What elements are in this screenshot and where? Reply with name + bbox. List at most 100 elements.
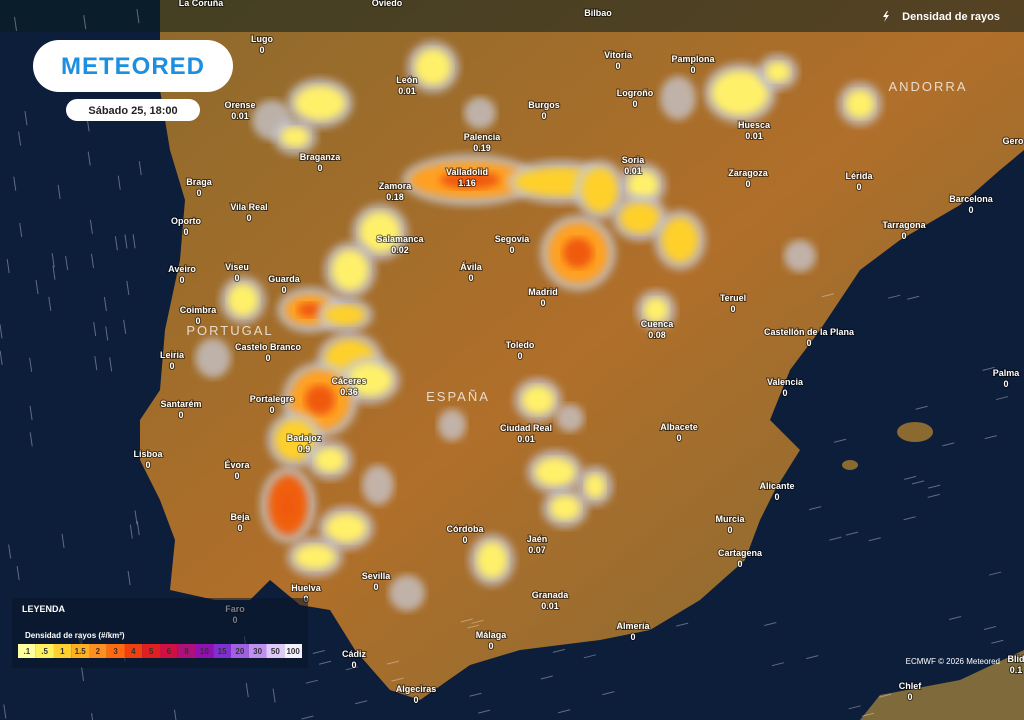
lightning-value: 0 — [265, 353, 270, 363]
lightning-value: 0 — [540, 298, 545, 308]
wind-streaks — [0, 9, 1009, 720]
wind-streak — [927, 493, 940, 498]
wind-streak — [52, 265, 56, 280]
city-name: Gero — [1002, 136, 1024, 146]
wind-streak — [907, 295, 920, 300]
city-name: Lisboa — [133, 449, 163, 459]
legend-title: LEYENDA — [22, 604, 66, 614]
city-name: Córdoba — [447, 524, 485, 534]
city-name: Cartagena — [718, 548, 763, 558]
lightning-value: 0 — [281, 285, 286, 295]
wind-streak — [57, 184, 61, 199]
lightning-core — [315, 448, 345, 472]
lightning-value: 1.16 — [458, 178, 476, 188]
city-name: Bilbao — [584, 8, 612, 18]
lightning-core — [582, 168, 618, 212]
wind-streak — [136, 9, 140, 24]
date: Sábado 25, 18:00 — [88, 105, 177, 117]
legend-label: 30 — [253, 647, 262, 656]
legend-swatch — [124, 644, 143, 658]
layer-title[interactable]: Densidad de rayos — [902, 11, 1000, 23]
lightning-value: 0 — [373, 582, 378, 592]
lightning-core — [644, 298, 668, 322]
wind-streak — [65, 256, 69, 271]
wind-streak — [124, 234, 128, 249]
lightning-core — [275, 420, 315, 460]
lightning-value: 0 — [907, 692, 912, 702]
lightning-value: 0 — [730, 304, 735, 314]
logo-box — [33, 40, 233, 92]
wind-streak — [13, 176, 17, 191]
legend-label: 10 — [200, 647, 209, 656]
city-name: Oviedo — [372, 0, 403, 8]
legend-subtitle: Densidad de rayos (#/km²) — [25, 631, 125, 640]
legend-swatch — [231, 644, 249, 658]
wind-streak — [132, 234, 136, 249]
city-name: Madrid — [528, 287, 558, 297]
wind-streak — [829, 536, 842, 541]
lightning-halo — [464, 97, 496, 129]
city-name: Logroño — [617, 88, 654, 98]
lightning-value: 0 — [269, 405, 274, 415]
wind-streak — [904, 475, 917, 480]
city-name: Barcelona — [949, 194, 994, 204]
legend-swatch — [160, 644, 178, 658]
wind-streak — [982, 366, 995, 371]
legend-swatch — [142, 644, 160, 658]
wind-streak — [478, 709, 491, 714]
lightning-halo — [660, 76, 696, 120]
city-name: Almería — [616, 621, 650, 631]
wind-streak — [806, 655, 819, 660]
wind-streak — [8, 544, 12, 559]
legend-swatch — [177, 644, 196, 658]
wind-streak — [136, 521, 140, 536]
lightning-areas — [195, 41, 882, 611]
north-shade — [0, 0, 1024, 32]
city-name: Viseu — [225, 262, 249, 272]
wind-streak — [91, 713, 94, 720]
lightning-core — [535, 458, 575, 486]
lightning-value: 0 — [488, 641, 493, 651]
lightning-core — [628, 171, 658, 199]
city-name: Vila Real — [230, 202, 267, 212]
lightning-halo — [195, 338, 231, 378]
legend-swatch — [248, 644, 267, 658]
lightning-value: 0 — [774, 492, 779, 502]
wind-streak — [833, 438, 847, 443]
lightning-value: 0 — [1003, 379, 1008, 389]
wind-streak — [0, 350, 3, 365]
city-name: Alicante — [759, 481, 794, 491]
lightning-value: 0.01 — [541, 601, 559, 611]
city-name: Huelva — [291, 583, 322, 593]
lightning-core — [325, 305, 365, 325]
lightning-value: 0 — [541, 111, 546, 121]
wind-streak — [911, 480, 925, 485]
lightning-core — [585, 474, 605, 498]
lightning-value: 0 — [615, 61, 620, 71]
wind-streak — [821, 293, 835, 298]
lightning-core — [712, 71, 768, 115]
wind-streak — [995, 396, 1009, 401]
wind-streak — [345, 666, 359, 671]
lightning-core — [295, 545, 335, 569]
wind-streak — [355, 700, 368, 705]
lightning-value: 0 — [259, 45, 264, 55]
city-name: León — [396, 75, 418, 85]
lightning-value: 0 — [468, 273, 473, 283]
city-name: Braga — [186, 177, 213, 187]
lightning-core — [522, 386, 554, 414]
wind-streak — [3, 704, 7, 719]
lightning-value: 0 — [968, 205, 973, 215]
wind-streak — [583, 654, 596, 659]
legend-label: 20 — [235, 647, 244, 656]
wind-streak — [903, 516, 916, 521]
lightning-value: 0 — [196, 188, 201, 198]
wind-streak — [14, 16, 18, 31]
mallorca — [897, 422, 933, 442]
wind-streak — [61, 533, 65, 548]
lightning-value: 0.01 — [745, 131, 763, 141]
wind-streak — [915, 405, 928, 410]
city-name: Ciudad Real — [500, 423, 552, 433]
city-name: Ávila — [460, 262, 483, 272]
wind-streak — [878, 693, 892, 698]
